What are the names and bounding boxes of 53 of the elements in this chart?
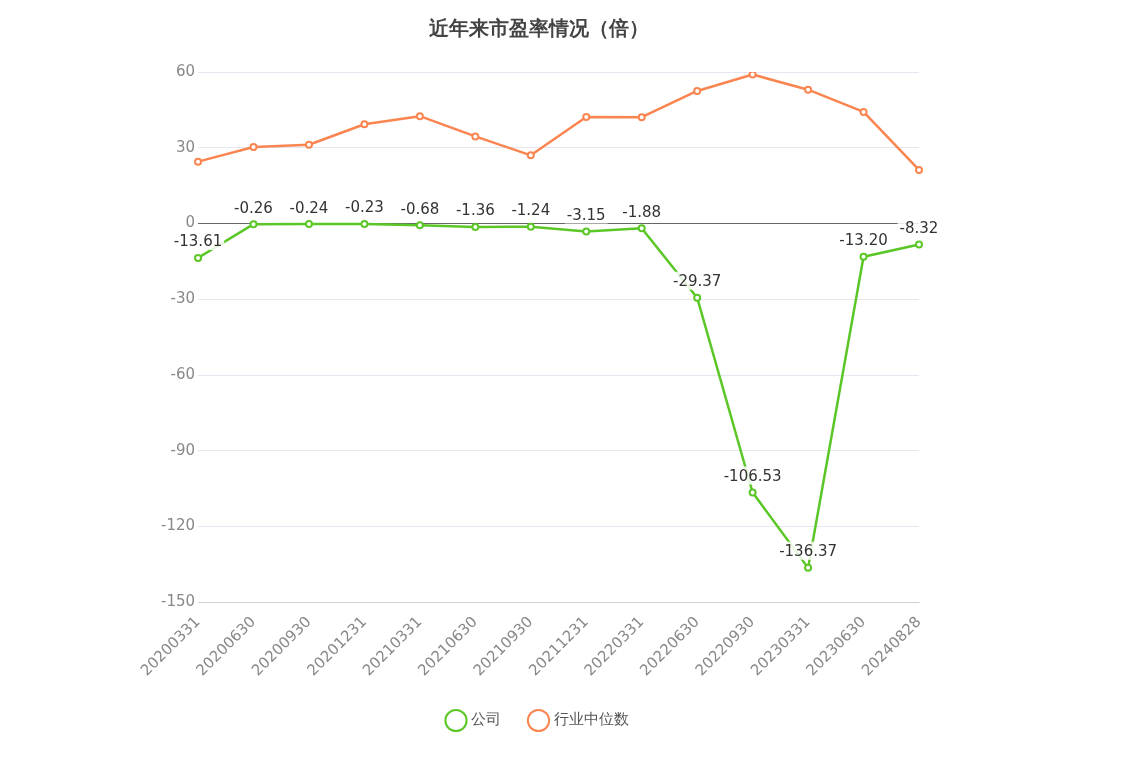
point xyxy=(693,86,702,95)
data-label: -0.23 xyxy=(345,198,384,217)
point xyxy=(915,240,923,249)
point xyxy=(526,151,535,160)
point xyxy=(304,220,313,229)
data-label: -13.20 xyxy=(839,231,888,250)
data-label: -0.26 xyxy=(234,198,273,217)
point xyxy=(582,112,591,121)
point xyxy=(804,563,813,572)
point xyxy=(748,488,757,497)
point xyxy=(915,165,923,174)
data-label: -0.24 xyxy=(289,198,329,217)
point xyxy=(194,157,203,166)
data-label: -0.68 xyxy=(400,199,440,218)
point xyxy=(471,132,480,141)
data-label: -8.32 xyxy=(899,218,939,237)
y-tick-label: 60 xyxy=(175,61,196,80)
point xyxy=(249,220,258,229)
data-label: -1.36 xyxy=(455,201,495,220)
point xyxy=(859,107,868,116)
point xyxy=(194,253,203,262)
point xyxy=(804,85,813,94)
point xyxy=(249,143,258,151)
point xyxy=(693,293,702,302)
data-label: -136.37 xyxy=(779,542,838,561)
point xyxy=(582,227,591,236)
point xyxy=(360,120,369,129)
y-tick-label: 30 xyxy=(175,137,196,156)
legend-label: 公司 xyxy=(471,710,501,729)
y-tick-label: -60 xyxy=(170,364,196,383)
point xyxy=(415,221,424,230)
y-tick-label: -30 xyxy=(170,289,196,308)
point xyxy=(859,252,868,261)
data-label: -3.15 xyxy=(566,205,606,224)
point xyxy=(415,112,424,121)
y-tick-label: 0 xyxy=(185,213,196,232)
point xyxy=(637,224,646,233)
data-label: -1.24 xyxy=(511,201,551,220)
point xyxy=(526,222,535,231)
chart-title: 近年来市盈率情况（倍） xyxy=(427,16,649,41)
y-tick-label: -90 xyxy=(170,440,196,459)
data-label: -1.88 xyxy=(622,202,662,221)
point xyxy=(637,113,646,122)
data-label: -29.37 xyxy=(672,272,722,291)
point xyxy=(748,72,757,79)
y-tick-label: -120 xyxy=(161,516,196,535)
point xyxy=(471,222,480,231)
legend-label: 行业中位数 xyxy=(553,710,629,729)
data-label: -13.61 xyxy=(173,232,223,251)
point xyxy=(360,220,369,229)
data-label: -106.53 xyxy=(723,466,782,485)
point xyxy=(304,140,313,149)
y-tick-label: -150 xyxy=(161,592,196,611)
